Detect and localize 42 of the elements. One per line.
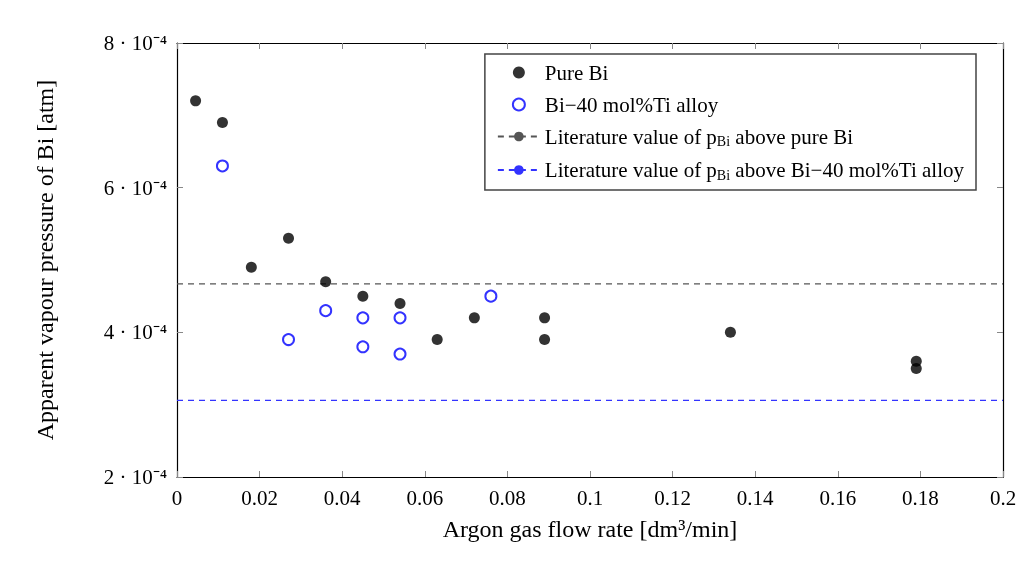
y-tick-label: 8 · 10⁻⁴ [103, 31, 167, 55]
point [539, 334, 551, 346]
legend-label: Literature value of pBi above pure Bi [544, 124, 854, 149]
point [356, 311, 370, 325]
x-tick-label: 0.04 [323, 485, 362, 510]
point [393, 311, 407, 325]
x-tick-label: 0.18 [902, 485, 939, 510]
point [356, 340, 370, 354]
point [283, 232, 295, 244]
legend-label: Pure Bi [544, 60, 609, 85]
x-axis-title: Argon gas flow rate [dm³/min] [442, 516, 738, 542]
point [216, 117, 228, 129]
x-tick-label: 0.2 [989, 485, 1017, 510]
point [724, 326, 736, 338]
y-tick-label: 4 · 10⁻⁴ [103, 320, 167, 345]
point [282, 333, 296, 347]
y-axis-title: Apparent vapour pressure of Bi [atm] [32, 79, 58, 441]
legend-label: Literature value of pBi above Bi−40 mol%Ti alloy [544, 158, 965, 183]
legend-label: Bi−40 mol%Ti alloy [544, 92, 719, 117]
x-tick-label: 0.12 [654, 485, 691, 510]
point [431, 334, 443, 346]
y-tick-label: 2 · 10⁻⁴ [103, 465, 167, 489]
y-tick-label: 6 · 10⁻⁴ [103, 175, 167, 200]
x-tick-label: 0.08 [489, 485, 526, 510]
x-tick-label: 0.06 [406, 485, 444, 510]
point [215, 159, 229, 173]
point [357, 290, 369, 302]
point [319, 304, 333, 318]
point [245, 261, 257, 273]
point [393, 347, 407, 361]
point [468, 312, 480, 324]
point [910, 363, 922, 374]
x-tick-label: 0.14 [736, 485, 775, 510]
x-tick-label: 0 [171, 485, 183, 510]
point [394, 297, 406, 309]
point [190, 95, 202, 107]
point [484, 289, 498, 303]
x-tick-label: 0.1 [576, 485, 604, 510]
point [320, 276, 332, 288]
x-tick-label: 0.02 [241, 485, 278, 510]
point [539, 312, 551, 324]
x-tick-label: 0.16 [819, 485, 857, 510]
